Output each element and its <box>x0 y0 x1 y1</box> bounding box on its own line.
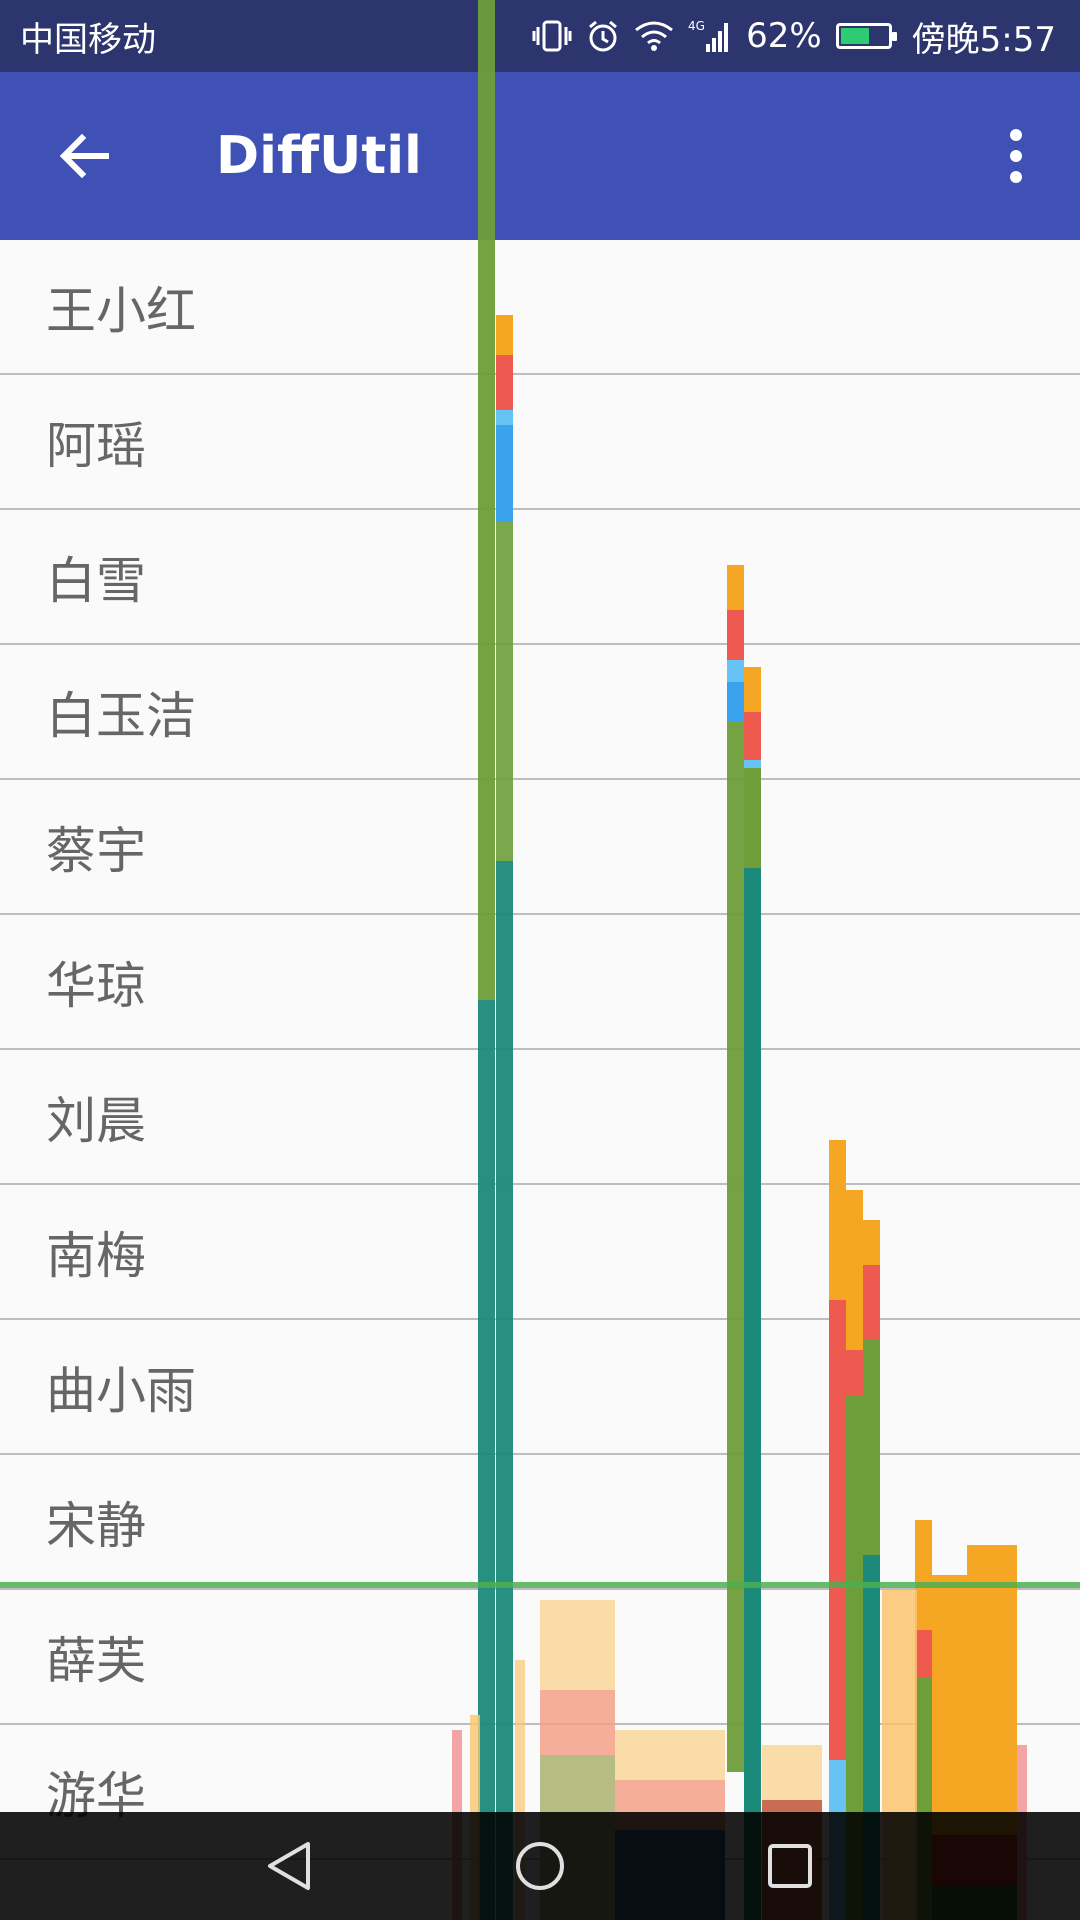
list-item[interactable]: 薛芙 <box>0 1590 1080 1725</box>
wifi-icon <box>634 20 674 52</box>
home-circle-icon <box>516 1842 564 1890</box>
list-item[interactable]: 阿瑶 <box>0 375 1080 510</box>
more-vert-icon <box>1010 129 1022 141</box>
list-item[interactable]: 白雪 <box>0 510 1080 645</box>
nav-recents-button[interactable] <box>740 1816 840 1916</box>
list-item-label: 薛芙 <box>46 1631 146 1690</box>
system-nav-bar <box>0 1812 1080 1920</box>
list-item-label: 宋静 <box>46 1496 146 1555</box>
list-item-label: 曲小雨 <box>46 1361 196 1420</box>
list-item-label: 王小红 <box>46 281 196 340</box>
nav-home-button[interactable] <box>490 1816 590 1916</box>
list-item-label: 华琼 <box>46 956 146 1015</box>
list-item[interactable]: 刘晨 <box>0 1050 1080 1185</box>
page-title: DiffUtil <box>216 126 422 186</box>
network-type-label: 4G <box>688 19 705 33</box>
list-item-label: 蔡宇 <box>46 821 146 880</box>
list-item-label: 阿瑶 <box>46 416 146 475</box>
arrow-back-icon <box>59 133 109 179</box>
back-button[interactable] <box>0 72 168 240</box>
list-item-label: 南梅 <box>46 1226 146 1285</box>
status-bar: 中国移动 4G 62% 傍晚5:57 <box>0 0 1080 72</box>
clock: 傍晚5:57 <box>911 19 1056 60</box>
list-item[interactable]: 白玉洁 <box>0 645 1080 780</box>
list-item-label: 刘晨 <box>46 1091 146 1150</box>
vibrate-icon <box>532 19 572 53</box>
battery-level-fill <box>840 28 870 44</box>
list-item[interactable]: 王小红 <box>0 240 1080 375</box>
list-item[interactable]: 宋静 <box>0 1455 1080 1590</box>
list-item-label: 白玉洁 <box>46 686 196 745</box>
alarm-icon <box>586 19 620 53</box>
list-item[interactable]: 曲小雨 <box>0 1320 1080 1455</box>
carrier-label: 中国移动 <box>20 19 156 60</box>
nav-back-button[interactable] <box>240 1816 340 1916</box>
list-item[interactable]: 华琼 <box>0 915 1080 1050</box>
name-list: 王小红 阿瑶 白雪 白玉洁 蔡宇 华琼 刘晨 南梅 曲小雨 宋静 薛芙 游华 <box>0 240 1080 1860</box>
signal-icon: 4G <box>688 18 732 54</box>
app-toolbar: DiffUtil <box>0 72 1080 240</box>
back-triangle-icon <box>268 1842 310 1890</box>
recents-square-icon <box>768 1844 812 1888</box>
overflow-menu-button[interactable] <box>976 116 1056 196</box>
battery-icon <box>835 23 897 49</box>
list-item[interactable]: 南梅 <box>0 1185 1080 1320</box>
battery-percent: 62% <box>746 16 822 56</box>
list-item[interactable]: 蔡宇 <box>0 780 1080 915</box>
list-item-label: 白雪 <box>46 551 146 610</box>
status-icons: 4G 62% 傍晚5:57 <box>532 12 1056 61</box>
